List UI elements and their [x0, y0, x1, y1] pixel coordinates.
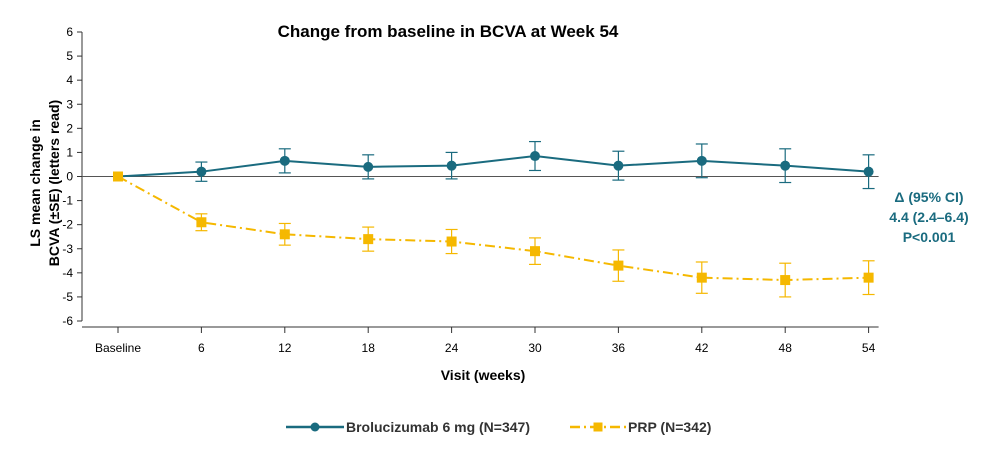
x-tick-label: 36	[612, 341, 626, 355]
data-point	[446, 160, 457, 171]
y-tick-label: 6	[66, 25, 73, 39]
x-axis: Baseline 6 12 18 24 30 36 42 48 54	[82, 326, 879, 355]
data-point	[780, 160, 791, 171]
y-tick-label: 1	[66, 145, 73, 159]
annotation-line1: Δ (95% CI)	[894, 189, 963, 205]
y-tick-label: 3	[66, 97, 73, 111]
series-line	[117, 155, 869, 178]
legend-item-1: Brolucizumab 6 mg (N=347)	[286, 419, 530, 435]
y-tick-label: -1	[62, 194, 73, 208]
y-axis: 6 5 4 3 2 1 0 -1 -2 -3 -4 -5 -6	[62, 25, 879, 328]
data-point	[113, 171, 123, 182]
y-tick-label: 2	[66, 121, 73, 135]
y-tick-label: -4	[62, 266, 73, 280]
data-point	[613, 160, 624, 171]
x-tick-label: 24	[445, 341, 459, 355]
data-point	[696, 155, 707, 166]
legend-label: PRP (N=342)	[628, 419, 711, 435]
series-layer	[113, 140, 875, 298]
y-tick-label: 5	[66, 49, 73, 63]
data-point	[363, 161, 374, 172]
series-1	[113, 140, 875, 190]
x-tick-label: 6	[198, 341, 205, 355]
y-axis-label: LS mean change in BCVA (±SE) (letters re…	[27, 100, 62, 266]
legend-label: Brolucizumab 6 mg (N=347)	[346, 419, 530, 435]
data-point	[363, 234, 374, 245]
x-tick-label: 54	[862, 341, 876, 355]
data-point	[196, 166, 207, 177]
legend-marker	[593, 422, 603, 432]
x-tick-label: Baseline	[95, 341, 141, 355]
series-2	[113, 171, 875, 298]
data-point	[863, 272, 874, 283]
x-tick-label: 48	[779, 341, 793, 355]
x-axis-label: Visit (weeks)	[441, 367, 526, 383]
data-point	[446, 236, 457, 247]
x-tick-label: 18	[362, 341, 376, 355]
data-point	[863, 166, 874, 177]
x-tick-label: 30	[528, 341, 542, 355]
data-point	[196, 217, 207, 228]
data-point	[279, 229, 290, 240]
annotation-line3: P<0.001	[903, 229, 956, 245]
y-tick-label: -3	[62, 242, 73, 256]
data-point	[696, 272, 707, 283]
y-tick-label: 0	[66, 170, 73, 184]
data-point	[279, 155, 290, 166]
data-point	[613, 260, 624, 271]
x-tick-label: 12	[278, 341, 292, 355]
y-axis-label-line2: BCVA (±SE) (letters read)	[46, 100, 62, 266]
y-tick-label: -5	[62, 290, 73, 304]
legend: Brolucizumab 6 mg (N=347) PRP (N=342)	[286, 419, 711, 435]
data-point	[780, 275, 791, 286]
delta-annotation: Δ (95% CI) 4.4 (2.4–6.4) P<0.001	[889, 189, 968, 245]
legend-marker	[310, 422, 320, 432]
y-axis-label-line1: LS mean change in	[27, 119, 43, 247]
data-point	[530, 246, 540, 257]
annotation-line2: 4.4 (2.4–6.4)	[889, 209, 968, 225]
legend-item-2: PRP (N=342)	[570, 419, 711, 435]
data-point	[530, 151, 540, 162]
chart-title: Change from baseline in BCVA at Week 54	[278, 22, 619, 41]
series-line	[117, 175, 869, 282]
y-tick-label: 4	[66, 73, 73, 87]
x-tick-label: 42	[695, 341, 709, 355]
y-tick-label: -2	[62, 218, 73, 232]
y-tick-label: -6	[62, 314, 73, 328]
